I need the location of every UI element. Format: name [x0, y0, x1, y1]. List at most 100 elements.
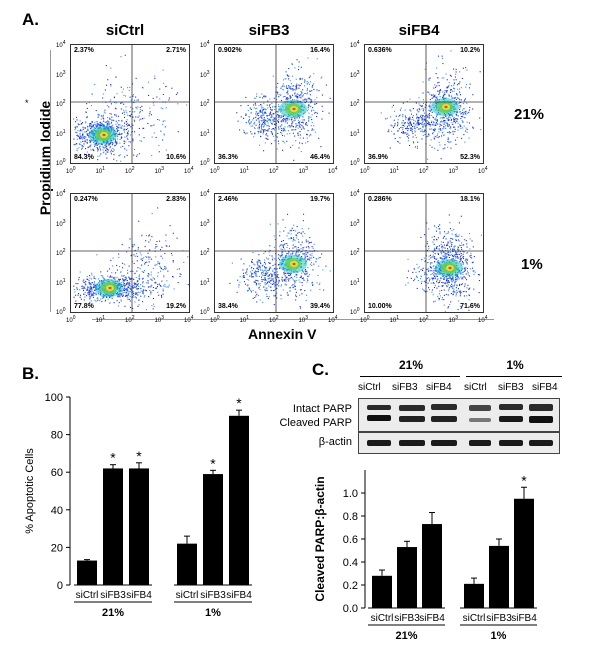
x-tick-label: 102 [419, 166, 429, 175]
x-tick-label: 100 [360, 315, 370, 324]
condition-title-sifb3: siFB3 [248, 22, 290, 39]
facs-plot: 0.636% 10.2% 36.9% 52.3% [364, 44, 484, 164]
x-tick-label: 102 [419, 315, 429, 324]
category-label: siCtrl [463, 613, 486, 624]
quadrant-percent-ul: 0.902% [218, 47, 242, 54]
x-tick-label: 100 [210, 166, 220, 175]
category-label: siCtrl [76, 590, 99, 601]
y-tick-label: 101 [200, 277, 210, 287]
facs-scatter [215, 45, 333, 163]
category-label: siFB4 [226, 590, 252, 601]
parp-blot-image [358, 398, 560, 432]
blot-group-underline-1 [466, 376, 562, 377]
quadrant-percent-lr: 52.3% [460, 154, 480, 161]
y-tick-label: 101 [350, 128, 360, 138]
bar [103, 468, 123, 585]
y-tick-label: 0.8 [343, 511, 358, 523]
y-tick-label: 40 [51, 505, 63, 517]
x-tick-label: 104 [184, 315, 194, 324]
quadrant-percent-ul: 2.46% [218, 196, 238, 203]
blot-row-intact-parp: Intact PARP [292, 403, 352, 415]
facs-scatter [365, 45, 483, 163]
quadrant-percent-lr: 46.4% [310, 154, 330, 161]
category-label: siFB3 [200, 590, 226, 601]
quadrant-percent-ur: 19.7% [310, 196, 330, 203]
x-tick-label: 101 [95, 315, 105, 324]
y-tick-label: 102 [200, 248, 210, 257]
category-label: siFB3 [394, 613, 420, 624]
x-tick-label: 102 [269, 166, 279, 175]
x-tick-label: 104 [328, 166, 338, 175]
bar [177, 543, 197, 585]
x-tick-label: 104 [328, 315, 338, 324]
y-tick-label: 101 [56, 277, 66, 287]
x-tick-label: 101 [239, 315, 249, 324]
blot-row-cleaved-parp: Cleaved PARP [279, 417, 352, 429]
row-label-21: 21% [514, 106, 545, 123]
quadrant-percent-ll: 84.3% [74, 154, 94, 161]
facs-scatter [71, 194, 189, 312]
facs-density-core [435, 259, 463, 277]
group-label: 1% [205, 607, 221, 619]
y-tick-label: 102 [200, 99, 210, 108]
blot-lane-label: siFB4 [532, 382, 558, 393]
y-axis-rule [50, 50, 51, 312]
bar [229, 415, 249, 585]
quadrant-percent-ll: 77.8% [74, 303, 94, 310]
blot-lane-label: siFB3 [392, 382, 418, 393]
quadrant-percent-ul: 2.37% [74, 47, 94, 54]
x-tick-label: 101 [95, 166, 105, 175]
x-tick-label: 101 [389, 166, 399, 175]
facs-events [73, 207, 189, 311]
blot-lane-label: siFB4 [426, 382, 452, 393]
bar [514, 498, 534, 608]
quadrant-percent-lr: 39.4% [310, 303, 330, 310]
quadrant-percent-ur: 2.83% [166, 196, 186, 203]
facs-plot: 2.37% 2.71% 84.3% 10.6% [70, 44, 190, 164]
actin-bands [367, 440, 553, 446]
panel-letter: B. [22, 364, 39, 383]
parp-bands [367, 404, 553, 423]
facs-scatter [215, 194, 333, 312]
y-tick-label: 101 [350, 277, 360, 287]
x-tick-label: 104 [184, 166, 194, 175]
x-tick-label: 101 [239, 166, 249, 175]
apoptosis-bar-chart: B. 0 20 40 60 80 100 % Apoptotic Cells siCtrl * si… [22, 364, 252, 619]
group-label: 21% [395, 630, 417, 642]
quadrant-percent-lr: 10.6% [166, 154, 186, 161]
y-tick-label: 100 [56, 158, 66, 167]
y-tick-label: 0.0 [343, 603, 358, 615]
quadrant-percent-ul: 0.247% [74, 196, 98, 203]
stray-mark: * [25, 98, 29, 108]
quadrant-percent-ur: 16.4% [310, 47, 330, 54]
bar [203, 474, 223, 585]
y-tick-label: 102 [56, 99, 66, 108]
x-axis-title-annexin: Annexin V [248, 326, 317, 342]
y-tick-label: 0.4 [343, 557, 358, 569]
x-tick-label: 103 [448, 166, 458, 175]
y-axis-label: Cleaved PARP:β-actin [313, 476, 327, 601]
y-tick-label: 100 [45, 392, 63, 404]
panel-c-letter: C. [312, 360, 329, 379]
actin-blot-image [358, 432, 560, 454]
x-tick-label: 100 [66, 315, 76, 324]
cleaved-parp-bar-chart: 0.0 0.2 0.4 0.6 0.8 1.0 Cleaved PARP:β-actin si… [313, 470, 537, 642]
row-label-1: 1% [521, 256, 543, 273]
x-tick-label: 100 [210, 315, 220, 324]
y-tick-label: 104 [200, 40, 210, 49]
y-tick-label: 100 [350, 158, 360, 167]
y-tick-label: 103 [56, 218, 66, 228]
category-label: siFB4 [126, 590, 152, 601]
significance-star: * [210, 455, 216, 471]
blot-lane-label: siCtrl [464, 382, 487, 393]
category-label: siFB3 [486, 613, 512, 624]
facs-plot: 0.902% 16.4% 36.3% 46.4% [214, 44, 334, 164]
significance-star: * [110, 450, 116, 466]
y-tick-label: 101 [56, 128, 66, 138]
y-tick-label: 103 [350, 69, 360, 79]
y-tick-label: 104 [350, 40, 360, 49]
panel-a-letter: A. [22, 10, 39, 29]
significance-star: * [236, 395, 242, 411]
x-tick-label: 104 [478, 315, 488, 324]
significance-star: * [521, 472, 527, 488]
